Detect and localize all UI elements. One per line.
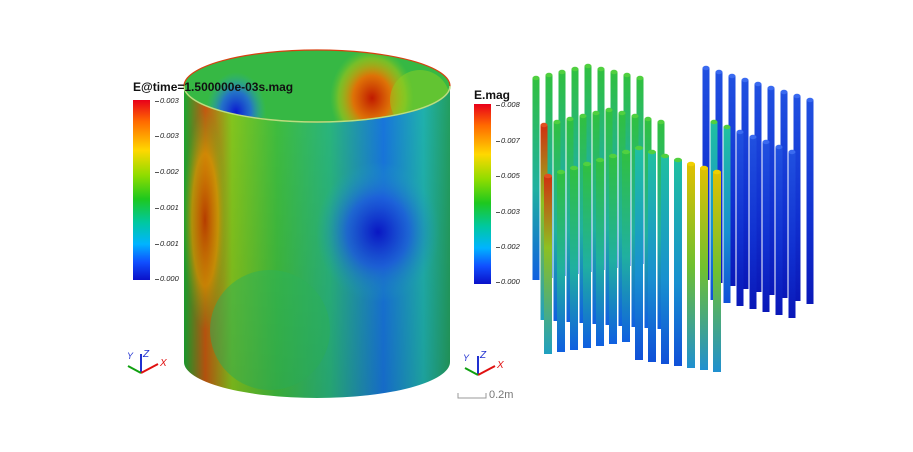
rod-cap: [597, 66, 605, 72]
colorbar-tick: 0.002: [496, 242, 520, 251]
colorbar-tick: 0.002: [155, 167, 179, 176]
right-viewport[interactable]: E.mag 0.008 0.007 0.005 0.003 0.002 0.00…: [456, 0, 912, 452]
rod-cap: [545, 72, 553, 78]
rod: [532, 78, 540, 280]
rod: [661, 156, 669, 364]
colorbar-tick: 0.003: [155, 131, 179, 140]
rod-cap: [592, 110, 600, 116]
rod-cap: [636, 75, 644, 81]
left-viewport[interactable]: E@time=1.500000e-03s.mag 0.003 0.003 0.0…: [0, 0, 456, 452]
rod: [713, 172, 721, 372]
colorbar-tick: 0.003: [155, 96, 179, 105]
rod-cap: [566, 116, 574, 122]
rod-cap: [584, 63, 592, 69]
cylinder-surface-plot[interactable]: [0, 0, 456, 452]
rod-cap: [657, 119, 665, 125]
rod-cap: [644, 116, 652, 122]
rod: [728, 76, 736, 286]
rod: [788, 152, 796, 318]
colorbar: [474, 104, 491, 284]
rod-cap: [674, 157, 682, 163]
rod-cap: [715, 69, 723, 75]
rod: [622, 152, 630, 342]
legend-title: E@time=1.500000e-03s.mag: [133, 80, 294, 94]
rod-cap: [710, 119, 718, 125]
rod-cap: [540, 122, 548, 128]
rod-cap: [736, 129, 744, 135]
rod-cap: [728, 73, 736, 79]
rod-cap: [793, 93, 801, 99]
rod-cap: [687, 161, 695, 167]
rod-cap: [558, 69, 566, 75]
rod-cap: [648, 149, 656, 155]
rod-cap: [557, 169, 565, 175]
rod: [723, 127, 731, 303]
rod-cap: [532, 75, 540, 81]
colorbar-tick: 0.007: [496, 136, 520, 145]
rod-array-plot[interactable]: [456, 0, 912, 452]
rod-cap: [713, 169, 721, 175]
rod: [609, 156, 617, 344]
rod: [674, 160, 682, 366]
rod: [700, 168, 708, 370]
colorbar-tick: 0.000: [155, 274, 179, 283]
colorbar-tick: 0.001: [155, 239, 179, 248]
rod: [648, 152, 656, 362]
rod: [544, 176, 552, 354]
rod-cap: [583, 161, 591, 167]
rod-cap: [571, 66, 579, 72]
rod: [596, 160, 604, 346]
rod-cap: [775, 144, 783, 150]
rod-cap: [702, 65, 710, 71]
scale-bar-label: 0.2m: [489, 389, 514, 401]
rod-cap: [610, 69, 618, 75]
rod: [557, 172, 565, 352]
rod-cap: [754, 81, 762, 87]
rod: [583, 164, 591, 348]
colorbar: [133, 100, 150, 280]
colorbar-tick: 0.001: [155, 203, 179, 212]
rod-cap: [553, 119, 561, 125]
rod-cap: [767, 85, 775, 91]
rod-cap: [700, 165, 708, 171]
rod: [754, 84, 762, 292]
rod-cap: [618, 110, 626, 116]
rod: [570, 168, 578, 350]
rod: [635, 148, 643, 360]
rod-cap: [622, 149, 630, 155]
rod-cap: [762, 139, 770, 145]
rod-cap: [605, 107, 613, 113]
rod-cap: [723, 124, 731, 130]
rod-cap: [661, 153, 669, 159]
rod: [762, 142, 770, 312]
rod-cap: [788, 149, 796, 155]
rod: [767, 88, 775, 295]
rod: [793, 96, 801, 301]
rod: [775, 147, 783, 315]
rod-cap: [780, 89, 788, 95]
rod-cap: [631, 113, 639, 119]
rod-cap: [749, 134, 757, 140]
rod-cap: [609, 153, 617, 159]
rod: [780, 92, 788, 298]
colorbar-tick: 0.000: [496, 277, 520, 286]
rod: [687, 164, 695, 368]
colorbar-tick: 0.003: [496, 207, 520, 216]
colorbar-tick: 0.008: [496, 100, 520, 109]
rod-cap: [741, 77, 749, 83]
rod-cap: [544, 173, 552, 179]
rod-cap: [806, 97, 814, 103]
rod-cap: [596, 157, 604, 163]
rod-cap: [635, 145, 643, 151]
rod-group: [532, 63, 814, 372]
colorbar-tick: 0.005: [496, 171, 520, 180]
rod: [749, 137, 757, 309]
rod: [806, 100, 814, 304]
rod-cap: [570, 165, 578, 171]
rod: [736, 132, 744, 306]
rod-cap: [623, 72, 631, 78]
rod: [741, 80, 749, 289]
legend-title: E.mag: [474, 88, 511, 102]
rod-cap: [579, 113, 587, 119]
